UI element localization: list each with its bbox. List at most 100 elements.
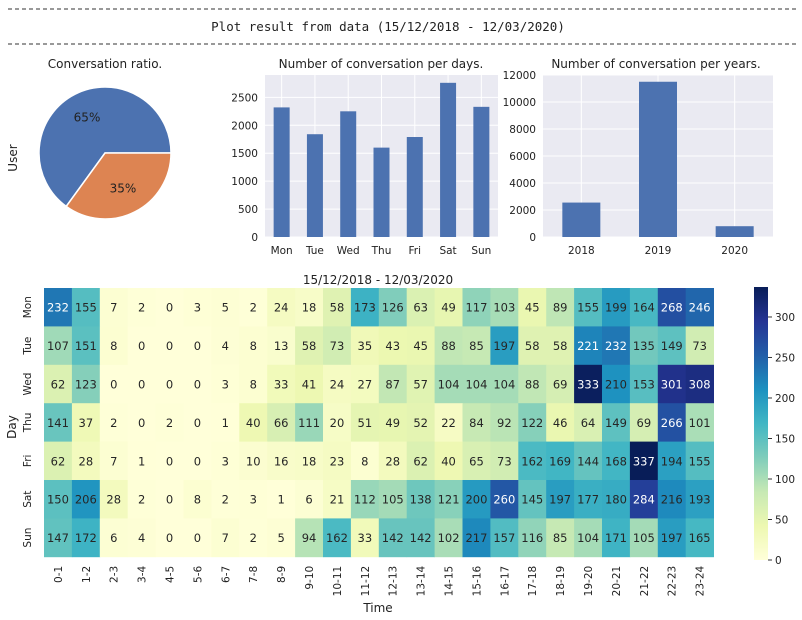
heatmap-value-label: 308 bbox=[689, 378, 711, 392]
heatmap-cell bbox=[267, 441, 296, 481]
heatmap-value-label: 232 bbox=[47, 301, 69, 315]
heatmap-value-label: 141 bbox=[47, 416, 69, 430]
heatmap-cell bbox=[629, 326, 659, 366]
heatmap-column-label: 10-11 bbox=[332, 566, 344, 597]
heatmap-cell bbox=[99, 403, 129, 442]
heatmap-value-label: 1 bbox=[138, 454, 145, 468]
heatmap-cell bbox=[295, 326, 324, 366]
heatmap-cell bbox=[406, 288, 435, 327]
x-tick-label: Tue bbox=[305, 245, 324, 257]
heatmap-cell bbox=[99, 480, 129, 519]
heatmap-column-label: 14-15 bbox=[444, 566, 456, 597]
heatmap-cell bbox=[685, 364, 714, 404]
heatmap-value-label: 105 bbox=[382, 493, 404, 507]
heatmap-cell bbox=[685, 480, 714, 519]
heatmap-value-label: 216 bbox=[661, 493, 683, 507]
heatmap-cell bbox=[239, 288, 268, 327]
heatmap-cell bbox=[406, 326, 435, 366]
heatmap-cell bbox=[155, 441, 184, 481]
heatmap-cell bbox=[657, 288, 687, 327]
heatmap-cell bbox=[462, 518, 491, 558]
heatmap-cell bbox=[602, 441, 631, 481]
heatmap-value-label: 221 bbox=[577, 339, 599, 353]
x-tick-label: Fri bbox=[409, 245, 422, 257]
heatmap-cell bbox=[546, 480, 575, 519]
bar bbox=[440, 82, 457, 238]
heatmap-value-label: 0 bbox=[166, 339, 173, 353]
heatmap-cell bbox=[239, 518, 268, 558]
x-tick-label: Sun bbox=[471, 245, 491, 257]
heatmap-value-label: 333 bbox=[577, 378, 599, 392]
heatmap-value-label: 138 bbox=[410, 493, 432, 507]
heatmap-cell-labels: 232 155 7 2 0 3 5 2 24 18 58 173 126 63 49 117 103 45 89 15… bbox=[47, 301, 711, 545]
heatmap-value-label: 58 bbox=[525, 339, 540, 353]
heatmap-value-label: 3 bbox=[222, 378, 229, 392]
heatmap-cell bbox=[406, 441, 435, 481]
heatmap-cell bbox=[602, 364, 631, 404]
heatmap-value-label: 122 bbox=[521, 416, 543, 430]
heatmap-value-label: 3 bbox=[194, 301, 201, 315]
y-tick-label: 2000 bbox=[509, 205, 536, 217]
heatmap-column-label: 6-7 bbox=[220, 566, 232, 583]
heatmap-value-label: 24 bbox=[274, 301, 289, 315]
heatmap-column-label: 8-9 bbox=[276, 566, 288, 583]
heatmap-value-label: 33 bbox=[274, 378, 289, 392]
heatmap-value-label: 87 bbox=[385, 378, 400, 392]
heatmap-cell bbox=[657, 441, 687, 481]
year-bar-chart: Number of conversation per years. 0 2000 4… bbox=[503, 57, 773, 257]
heatmap-column-label: 7-8 bbox=[248, 566, 260, 583]
heatmap-column-label: 12-13 bbox=[388, 566, 400, 597]
bar bbox=[715, 226, 754, 237]
heatmap-cell bbox=[629, 403, 659, 442]
heatmap-value-label: 24 bbox=[330, 378, 345, 392]
heatmap-cell bbox=[462, 288, 491, 327]
heatmap-cell bbox=[546, 364, 575, 404]
year-chart-y-ticks: 0 2000 4000 6000 8000 10000 12000 bbox=[503, 70, 536, 244]
heatmap-value-label: 337 bbox=[633, 454, 655, 468]
heatmap-value-label: 123 bbox=[75, 378, 97, 392]
heatmap-cell bbox=[127, 480, 156, 519]
heatmap-cell bbox=[350, 288, 380, 327]
pie-ylabel: User bbox=[6, 144, 20, 171]
heatmap-column-label: 11-12 bbox=[360, 566, 372, 597]
heatmap-cell bbox=[378, 441, 408, 481]
heatmap-value-label: 268 bbox=[661, 301, 683, 315]
heatmap-cell bbox=[546, 518, 575, 558]
heatmap-value-label: 0 bbox=[138, 416, 145, 430]
heatmap-value-label: 149 bbox=[605, 416, 627, 430]
heatmap-value-label: 62 bbox=[51, 378, 66, 392]
heatmap-cell bbox=[44, 403, 73, 442]
heatmap-value-label: 0 bbox=[194, 378, 201, 392]
heatmap-value-label: 104 bbox=[493, 378, 515, 392]
heatmap-value-label: 62 bbox=[51, 454, 66, 468]
heatmap-value-label: 104 bbox=[465, 378, 487, 392]
heatmap-cell bbox=[434, 288, 463, 327]
heatmap-value-label: 64 bbox=[581, 416, 596, 430]
heatmap-value-label: 51 bbox=[358, 416, 373, 430]
heatmap-cell bbox=[490, 518, 519, 558]
y-tick-label: 6000 bbox=[509, 151, 536, 163]
heatmap-cell bbox=[183, 364, 212, 404]
heatmap-cell bbox=[629, 441, 659, 481]
heatmap-value-label: 171 bbox=[605, 531, 627, 545]
heatmap-value-label: 116 bbox=[521, 531, 543, 545]
heatmap-cell bbox=[295, 480, 324, 519]
heatmap-cell bbox=[378, 326, 408, 366]
heatmap-cell bbox=[323, 288, 352, 327]
heatmap-cell bbox=[183, 326, 212, 366]
heatmap-value-label: 92 bbox=[497, 416, 512, 430]
heatmap-value-label: 41 bbox=[302, 378, 317, 392]
heatmap-value-label: 0 bbox=[194, 531, 201, 545]
y-tick-label: 4000 bbox=[509, 178, 536, 190]
heatmap-cell bbox=[657, 480, 687, 519]
heatmap-cell bbox=[602, 403, 631, 442]
heatmap-cell bbox=[685, 441, 714, 481]
heatmap-value-label: 246 bbox=[689, 301, 711, 315]
heatmap-value-label: 266 bbox=[661, 416, 683, 430]
y-tick-label: 1500 bbox=[231, 148, 258, 160]
heatmap-value-label: 7 bbox=[110, 454, 117, 468]
heatmap-cell bbox=[434, 403, 463, 442]
heatmap-value-label: 101 bbox=[689, 416, 711, 430]
heatmap-value-label: 2 bbox=[222, 493, 229, 507]
